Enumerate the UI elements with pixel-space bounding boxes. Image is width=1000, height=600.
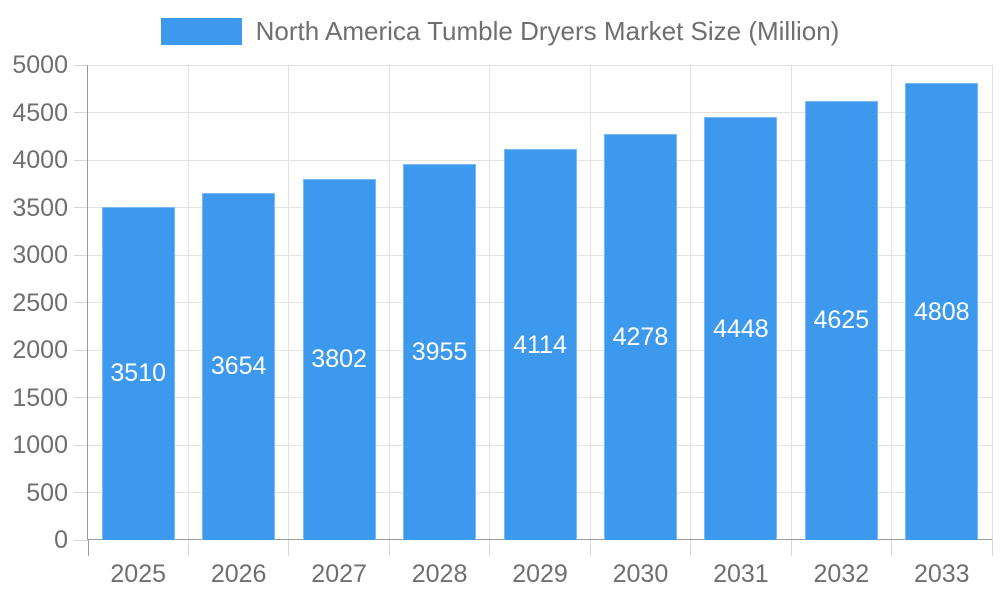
y-axis-tick — [74, 349, 88, 351]
y-axis-tick — [74, 444, 88, 446]
bar-value-label: 4808 — [913, 297, 970, 326]
legend-swatch[interactable] — [160, 17, 242, 45]
v-gridline — [489, 65, 491, 540]
x-axis-tick — [489, 540, 491, 556]
x-axis-label: 2032 — [813, 560, 870, 588]
y-axis-tick — [74, 492, 88, 493]
x-axis-label: 2028 — [411, 560, 468, 588]
y-axis-tick — [74, 302, 88, 303]
x-axis-tick — [991, 540, 993, 556]
x-axis-tick — [690, 540, 692, 556]
bar-2029[interactable] — [503, 149, 577, 540]
y-axis-tick — [74, 254, 88, 256]
bar-2031[interactable] — [704, 117, 778, 540]
x-axis-tick — [790, 540, 792, 556]
y-axis-label: 1000 — [12, 431, 68, 459]
x-axis-label: 2025 — [110, 560, 167, 588]
bar-value-label: 3802 — [311, 345, 367, 374]
v-gridline — [187, 65, 189, 540]
y-axis-tick — [74, 159, 88, 161]
y-axis-label: 5000 — [12, 51, 68, 79]
v-gridline — [690, 65, 692, 540]
bar-value-label: 3510 — [110, 359, 167, 388]
bar-2028[interactable] — [403, 164, 477, 540]
y-axis-label: 2500 — [12, 288, 68, 317]
bar-value-label: 3654 — [210, 352, 267, 381]
bar-2025[interactable] — [101, 206, 175, 540]
v-gridline — [790, 65, 792, 540]
y-axis-label: 3000 — [12, 241, 68, 269]
y-axis-label: 500 — [26, 478, 68, 507]
x-axis-tick — [891, 540, 893, 556]
x-axis-label: 2031 — [713, 560, 769, 588]
x-axis-tick — [87, 540, 89, 556]
bar-2030[interactable] — [603, 133, 677, 540]
x-axis-label: 2033 — [913, 560, 970, 588]
y-axis-label: 2000 — [12, 336, 68, 364]
x-axis-label: 2026 — [210, 560, 267, 588]
bar-2033[interactable] — [905, 83, 979, 540]
y-axis-label: 4000 — [12, 146, 68, 174]
h-gridline — [88, 112, 992, 113]
x-axis-tick — [388, 540, 390, 556]
x-axis-tick — [589, 540, 591, 556]
v-gridline — [891, 65, 893, 540]
v-gridline — [991, 65, 993, 540]
legend-label: North America Tumble Dryers Market Size … — [255, 16, 840, 46]
legend[interactable]: North America Tumble Dryers Market Size … — [0, 16, 1000, 46]
y-axis-label: 4500 — [12, 98, 68, 127]
y-axis-tick — [74, 397, 88, 398]
y-axis-tick — [74, 207, 88, 208]
y-axis-label: 1500 — [12, 383, 68, 412]
bar-value-label: 4278 — [612, 322, 669, 351]
bar-value-label: 4625 — [813, 306, 870, 335]
y-axis-tick — [74, 112, 88, 113]
h-gridline — [88, 64, 992, 66]
bar-2027[interactable] — [302, 178, 376, 540]
y-axis-tick — [74, 64, 88, 66]
y-axis-tick — [74, 539, 88, 541]
bar-2032[interactable] — [804, 100, 878, 540]
x-axis-label: 2030 — [612, 560, 669, 588]
y-axis-label: 0 — [54, 526, 68, 554]
v-gridline — [589, 65, 591, 540]
v-gridline — [388, 65, 390, 540]
v-gridline — [288, 65, 290, 540]
x-axis-tick — [187, 540, 189, 556]
x-axis-tick — [288, 540, 290, 556]
x-axis-label: 2029 — [512, 560, 568, 588]
y-axis-line — [87, 65, 88, 540]
bar-value-label: 4114 — [513, 330, 567, 359]
bar-2026[interactable] — [202, 192, 276, 540]
y-axis-label: 3500 — [12, 193, 68, 222]
bar-value-label: 3955 — [411, 338, 468, 367]
x-axis-label: 2027 — [311, 560, 367, 588]
bar-value-label: 4448 — [713, 314, 769, 343]
